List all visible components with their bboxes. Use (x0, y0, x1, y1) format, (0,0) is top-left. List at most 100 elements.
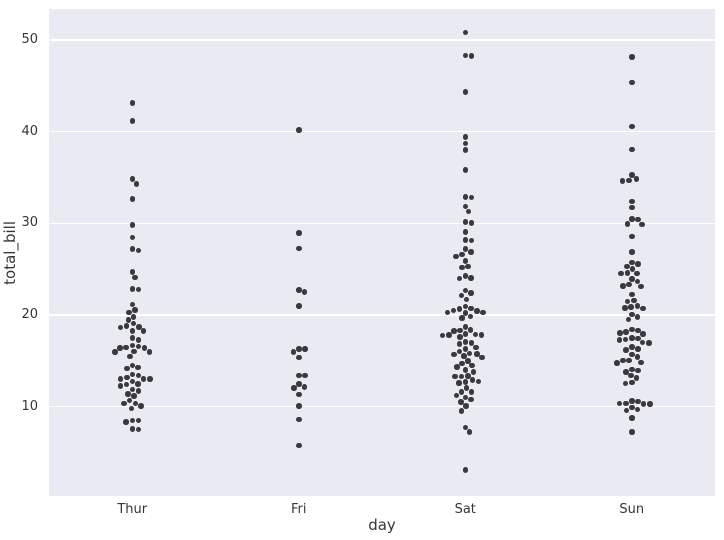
data-point (463, 296, 470, 303)
data-point (465, 373, 471, 379)
data-point (458, 399, 464, 405)
data-point (468, 53, 475, 59)
data-point (456, 306, 463, 312)
data-point (135, 381, 141, 387)
data-point (474, 308, 480, 314)
data-point (129, 378, 135, 385)
data-point (125, 391, 131, 397)
data-point (129, 342, 135, 349)
data-point (629, 379, 635, 386)
data-point (301, 289, 308, 295)
data-point (623, 407, 630, 414)
data-point (624, 263, 630, 270)
data-point (451, 328, 457, 334)
data-point (629, 276, 635, 282)
data-point (135, 426, 142, 433)
data-point (117, 345, 123, 351)
data-point (462, 273, 468, 279)
data-point (646, 340, 652, 346)
data-point (129, 371, 135, 378)
data-point (629, 366, 635, 373)
data-point (129, 286, 135, 292)
data-point (129, 222, 135, 228)
data-point (617, 330, 623, 336)
data-point (459, 360, 465, 367)
data-point (629, 216, 635, 222)
data-point (462, 29, 468, 36)
data-point (635, 216, 641, 223)
data-point (135, 247, 142, 254)
data-point (451, 351, 457, 358)
data-point (629, 172, 635, 178)
data-point (468, 389, 475, 395)
data-point (462, 258, 468, 264)
data-point (462, 287, 468, 294)
data-point (462, 467, 468, 473)
data-point (123, 344, 129, 351)
data-point (131, 393, 137, 399)
data-point (291, 385, 297, 391)
data-point (129, 328, 135, 334)
data-point (135, 364, 141, 371)
data-point (624, 270, 631, 276)
data-point (468, 237, 475, 244)
data-point (290, 349, 297, 355)
data-point (467, 313, 474, 320)
data-point (633, 375, 640, 381)
data-point (459, 264, 465, 270)
data-point (619, 178, 626, 184)
data-point (628, 304, 634, 310)
data-point (141, 345, 148, 351)
data-point (450, 307, 457, 314)
data-point (640, 305, 646, 312)
data-point (129, 386, 135, 393)
x-tick-label: Sun (619, 502, 645, 517)
data-point (138, 403, 144, 409)
data-point (131, 348, 137, 355)
data-point (462, 339, 468, 345)
data-point (624, 221, 631, 227)
data-point (634, 406, 641, 413)
data-point (458, 292, 465, 299)
data-point (444, 309, 451, 316)
data-point (457, 334, 463, 340)
x-tick-label: Thur (117, 502, 148, 517)
data-point (462, 194, 468, 200)
data-point (135, 343, 142, 350)
data-point (469, 362, 475, 369)
data-point (466, 429, 473, 435)
data-point (468, 396, 474, 403)
data-point (629, 326, 635, 333)
data-point (126, 397, 133, 404)
data-point (635, 261, 641, 267)
data-point (620, 283, 626, 289)
data-point (129, 269, 135, 275)
data-point (453, 392, 460, 399)
data-point (468, 194, 475, 201)
data-point (623, 329, 629, 335)
data-point (629, 54, 635, 60)
data-point (130, 320, 137, 327)
data-point (624, 298, 631, 305)
data-point (302, 346, 308, 352)
data-point (635, 367, 641, 374)
y-tick-label: 30 (21, 215, 38, 231)
data-point (301, 384, 308, 390)
data-point (629, 404, 635, 410)
data-point (629, 123, 635, 130)
data-point (473, 344, 479, 351)
data-point (462, 424, 468, 431)
data-point (453, 253, 459, 259)
data-point (634, 314, 641, 320)
data-point (623, 369, 629, 375)
data-point (462, 324, 468, 330)
data-point (462, 89, 468, 95)
data-point (452, 373, 458, 380)
data-point (467, 327, 474, 333)
data-point (296, 442, 302, 449)
data-point (121, 400, 127, 407)
data-point (117, 376, 124, 382)
gridline (49, 222, 715, 224)
data-point (635, 346, 641, 352)
data-point (129, 301, 135, 308)
